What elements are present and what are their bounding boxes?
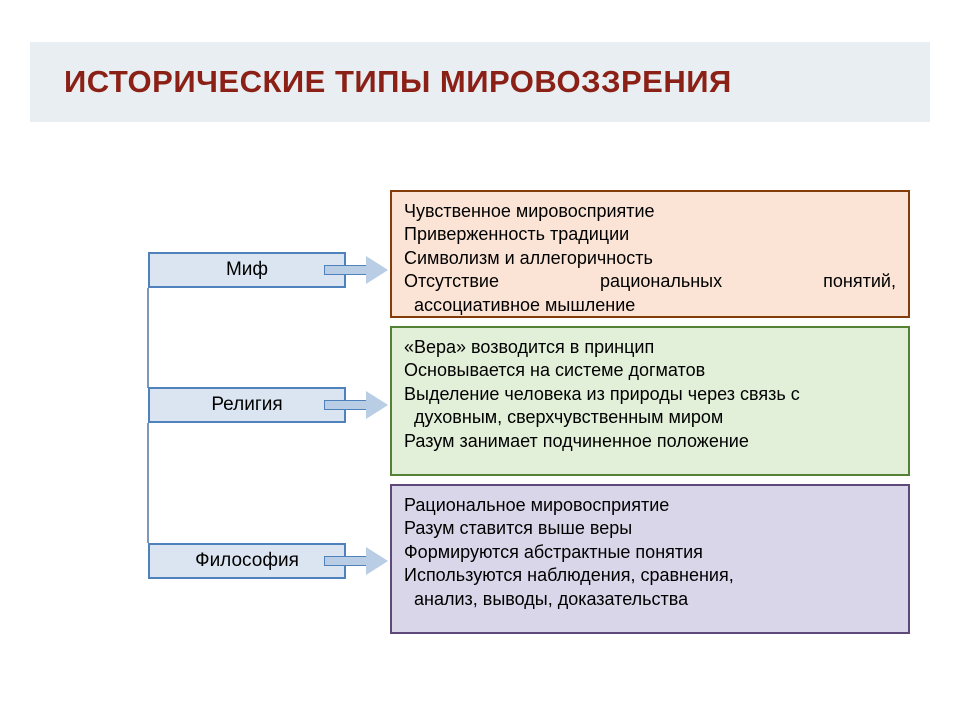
desc-line: Рациональное мировосприятие <box>404 494 896 517</box>
type-label: Философия <box>195 550 299 572</box>
arrow-shaft <box>324 556 368 566</box>
diagram-area: Миф Чувственное мировосприятиеПриверженно… <box>30 190 930 690</box>
desc-line: Чувственное мировосприятие <box>404 200 896 223</box>
desc-line: Выделение человека из природы через связ… <box>404 383 896 406</box>
arrow-head-icon <box>366 256 388 284</box>
desc-line: анализ, выводы, доказательства <box>404 588 896 611</box>
desc-line: Приверженность традиции <box>404 223 896 246</box>
desc-line: Разум занимает подчиненное положение <box>404 430 896 453</box>
arrow-head-icon <box>366 547 388 575</box>
desc-line: Используются наблюдения, сравнения, <box>404 564 896 587</box>
desc-box-1: «Вера» возводится в принципОсновывается … <box>390 326 910 476</box>
page-title: ИСТОРИЧЕСКИЕ ТИПЫ МИРОВОЗЗРЕНИЯ <box>64 64 732 100</box>
arrow-1 <box>324 391 388 419</box>
desc-line: Разум ставится выше веры <box>404 517 896 540</box>
type-box-2: Философия <box>148 543 346 579</box>
arrow-0 <box>324 256 388 284</box>
type-label: Миф <box>226 259 268 281</box>
desc-line: Формируются абстрактные понятия <box>404 541 896 564</box>
connector-vline-1 <box>147 423 149 543</box>
type-label: Религия <box>211 394 282 416</box>
desc-line: Основывается на системе догматов <box>404 359 896 382</box>
desc-line: ассоциативное мышление <box>404 294 896 317</box>
desc-line: Отсутствиерациональныхпонятий, <box>404 270 896 293</box>
arrow-head-icon <box>366 391 388 419</box>
title-bar: ИСТОРИЧЕСКИЕ ТИПЫ МИРОВОЗЗРЕНИЯ <box>30 42 930 122</box>
type-box-0: Миф <box>148 252 346 288</box>
desc-line: Символизм и аллегоричность <box>404 247 896 270</box>
desc-line: «Вера» возводится в принцип <box>404 336 896 359</box>
type-box-1: Религия <box>148 387 346 423</box>
arrow-shaft <box>324 400 368 410</box>
arrow-2 <box>324 547 388 575</box>
arrow-shaft <box>324 265 368 275</box>
desc-box-2: Рациональное мировосприятиеРазум ставитс… <box>390 484 910 634</box>
connector-vline-0 <box>147 288 149 388</box>
desc-box-0: Чувственное мировосприятиеПриверженность… <box>390 190 910 318</box>
desc-line: духовным, сверхчувственным миром <box>404 406 896 429</box>
